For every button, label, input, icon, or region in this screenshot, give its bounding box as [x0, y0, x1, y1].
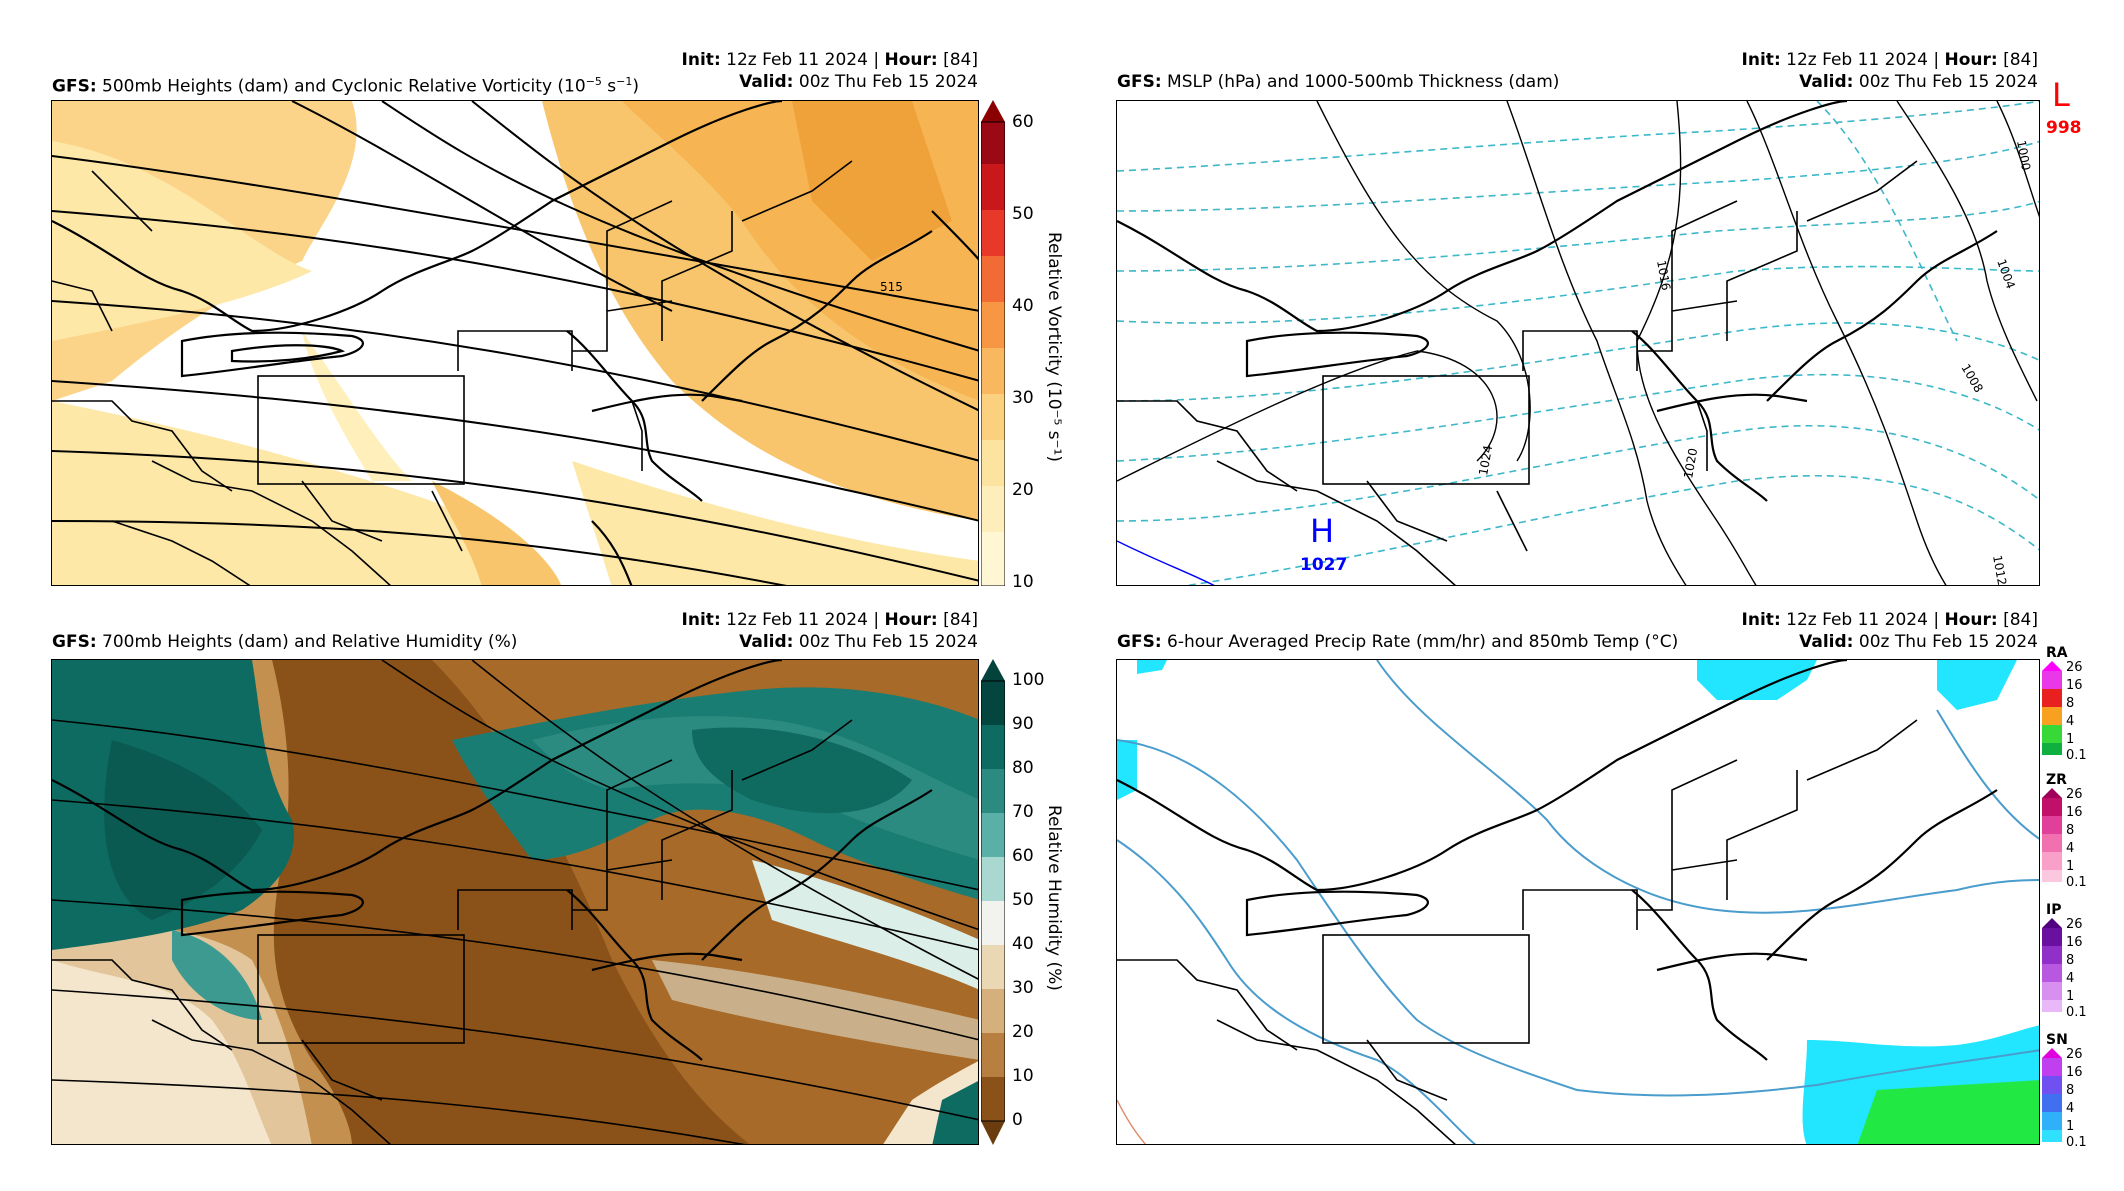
isobar-label: 1024	[1476, 444, 1495, 477]
isobar-label: 1020	[1681, 447, 1700, 480]
init-line: Init: 12z Feb 11 2024 | Hour: [84]	[1741, 610, 2038, 630]
panel-title: GFS: 6-hour Averaged Precip Rate (mm/hr)…	[1117, 632, 1679, 652]
vorticity-fill	[432, 481, 562, 585]
colorbar-tick: 50	[1012, 204, 1034, 224]
vorticity-fill	[52, 401, 531, 585]
contour-label: 515	[880, 280, 903, 294]
temp850-contours	[1117, 660, 2039, 1144]
colorbar-tick: 40	[1012, 296, 1034, 316]
panel-title: GFS: 700mb Heights (dam) and Relative Hu…	[52, 632, 518, 652]
colorbar-vorticity	[980, 100, 1006, 587]
panel-title: GFS: MSLP (hPa) and 1000-500mb Thickness…	[1117, 72, 1560, 92]
colorbar-tick: 70	[1012, 802, 1034, 822]
valid-line: Valid: 00z Thu Feb 15 2024	[1799, 72, 2038, 92]
colorbar-tick: 10	[1012, 572, 1034, 592]
isobar-label: 1016	[1654, 259, 1673, 292]
colorbar-tick: 60	[1012, 112, 1034, 132]
high-pressure-value: 1027	[1300, 555, 1348, 575]
vorticity-fill	[572, 461, 978, 585]
map-700mb	[51, 659, 979, 1145]
colorbar-tick: 10	[1012, 1066, 1034, 1086]
colorbar-tick: 80	[1012, 758, 1034, 778]
colorbar-tick: 60	[1012, 846, 1034, 866]
colorbar-tick: 100	[1012, 670, 1045, 690]
map-precip	[1116, 659, 2040, 1145]
map-mslp: 1024 1020 1016 1012 1008 1004 1000	[1116, 100, 2040, 586]
snow-heavy-precip	[1857, 1080, 2039, 1144]
low-pressure-value: 998	[2046, 118, 2082, 138]
init-line: Init: 12z Feb 11 2024 | Hour: [84]	[1741, 50, 2038, 70]
isobars	[1117, 101, 2039, 585]
colorbar-tick: 20	[1012, 1022, 1034, 1042]
thickness-contours	[1117, 101, 2039, 585]
map-500mb: 515	[51, 100, 979, 586]
high-pressure-symbol: H	[1310, 512, 1335, 550]
vorticity-fill	[52, 141, 312, 341]
init-line: Init: 12z Feb 11 2024 | Hour: [84]	[681, 50, 978, 70]
colorbar-label: Relative Vorticity (10⁻⁵ s⁻¹)	[1044, 232, 1064, 462]
low-pressure-symbol: L	[2052, 76, 2070, 114]
colorbar-tick: 20	[1012, 480, 1034, 500]
colorbar-rh	[980, 659, 1006, 1145]
valid-line: Valid: 00z Thu Feb 15 2024	[1799, 632, 2038, 652]
isobar-label: 1008	[1958, 362, 1985, 395]
valid-line: Valid: 00z Thu Feb 15 2024	[739, 72, 978, 92]
isobar-label: 1000	[2014, 139, 2033, 172]
isobar-label: 1012	[1990, 554, 2009, 586]
colorbar-tick: 40	[1012, 934, 1034, 954]
snow-precip	[1117, 660, 2039, 1144]
init-line: Init: 12z Feb 11 2024 | Hour: [84]	[681, 610, 978, 630]
colorbar-tick: 90	[1012, 714, 1034, 734]
valid-line: Valid: 00z Thu Feb 15 2024	[739, 632, 978, 652]
vorticity-fill	[302, 331, 412, 481]
colorbar-tick: 30	[1012, 978, 1034, 998]
isobar-label: 1004	[1994, 257, 2018, 290]
colorbar-tick: 30	[1012, 388, 1034, 408]
colorbar-tick: 50	[1012, 890, 1034, 910]
colorbar-label: Relative Humidity (%)	[1044, 805, 1064, 991]
colorbar-tick: 0	[1012, 1110, 1023, 1130]
panel-title: GFS: 500mb Heights (dam) and Cyclonic Re…	[52, 75, 640, 97]
vorticity-fill	[792, 101, 952, 261]
